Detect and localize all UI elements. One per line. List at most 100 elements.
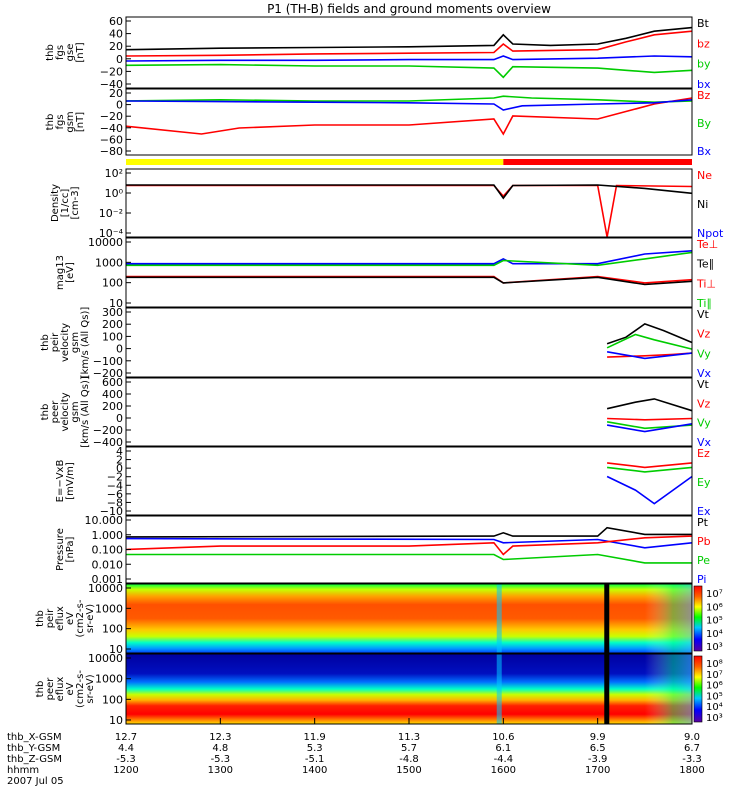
peer-velocity-legend-vz: Vz [697,397,711,410]
peer-velocity-ylabel: thb [40,404,51,421]
fgs-gse-ylabel: [nT] [75,42,86,62]
axis-row-value: 9.0 [684,732,700,743]
mode-bar-segment [126,159,504,165]
peir-spectrogram-tick-label: 100 [102,623,123,636]
efield-ylabel: [mV/m] [65,462,76,500]
peir-velocity-series-vy [606,333,693,350]
peir-velocity-ylabel: peir [50,332,61,352]
peer-velocity-legend-vy: Vy [697,417,711,430]
efield-tick-label: 4 [116,445,123,458]
fgs-gse-legend-bx: bx [697,78,711,91]
pressure-tick-label: 0.010 [92,558,124,571]
peer-spectrogram-colorbar-label: 10³ [706,713,723,724]
peir-velocity-legend-vx: Vx [697,367,712,380]
pressure-legend-pi: Pi [697,573,706,586]
peer-velocity-tick-label: −400 [93,436,123,449]
axis-row-value: 6.7 [684,743,700,754]
axis-row-value: 5.7 [401,743,417,754]
fgs-gsm-ylabel: thb [45,114,56,131]
axis-row-value: 11.9 [304,732,326,743]
pressure-legend-pb: Pb [697,535,711,548]
pressure-tick-label: 0.100 [92,544,124,557]
fgs-gse-tick-label: 40 [109,28,123,41]
axis-row-value: 4.8 [212,743,228,754]
fgs-gse-ylabel: gse [65,44,76,62]
temperature-legend-te∥: Te∥ [696,258,714,271]
fgs-gse-legend-bz: bz [697,37,710,50]
peir-velocity-tick-label: −200 [93,367,123,380]
peir-spectrogram-tick-label: 1000 [95,602,123,615]
peer-spectrogram-colorbar-label: 10⁷ [706,670,723,681]
fgs-gse-ylabel: thb [45,44,56,61]
efield-series-ey [607,466,693,473]
peir-spectrogram-colorbar-label: 10⁶ [706,602,723,613]
fgs-gse-frame [125,16,693,89]
peer-spectrogram-ylabel: (cm2-s- [75,670,86,708]
peer-spectrogram-colorbar-label: 10⁴ [706,702,723,713]
mode-bar-segment [503,159,692,165]
temperature-legend-te⊥: Te⊥ [696,238,718,251]
fgs-gsm-tick-label: −60 [100,133,123,146]
peer-velocity-frame [125,377,693,447]
temperature-series-te∥ [126,276,693,286]
temperature-frame [125,237,693,308]
peer-spectrogram-tick-label: 1000 [95,673,123,686]
efield-legend-ex: Ex [697,505,711,518]
fgs-gse-series-bz [125,30,693,57]
fgs-gse-tick-label: −40 [100,78,123,91]
fgs-gse-series-bx [125,55,693,62]
peer-spectrogram-tick-label: 100 [102,693,123,706]
efield-tick-label: −10 [100,505,123,518]
fgs-gsm-tick-label: −80 [100,145,123,158]
peer-velocity-ylabel: [km/s (All Qs)] [80,376,91,448]
axis-row-value: 1600 [491,765,516,776]
peir-spectrogram-ylabel: thb [35,610,46,627]
peir-velocity-series-vt [606,323,693,345]
efield-ylabel: E=−VxB [55,460,66,503]
density-legend-npot: Npot [697,227,724,240]
fgs-gsm-tick-label: 0 [116,99,123,112]
peir-spectrogram-ylabel: eflux [55,606,66,631]
axis-row-value: 10.6 [492,732,514,743]
fgs-gse-legend-by: by [697,58,711,71]
peir-spectrogram-colorbar [693,585,703,652]
efield-tick-label: −2 [107,471,123,484]
density-series-ni [126,184,693,200]
density-tick-label: 10⁻² [99,207,123,220]
fgs-gsm-tick-label: 20 [109,87,123,100]
temperature-tick-label: 100 [102,277,123,290]
chart-title: P1 (TH-B) fields and ground moments over… [267,2,551,16]
density-ylabel: Density [50,184,61,222]
peir-spectrogram-colorbar-label: 10⁴ [706,629,723,640]
peer-velocity-tick-label: 0 [116,412,123,425]
fgs-gsm-legend-bx: Bx [697,145,712,158]
axis-row-value: 1800 [679,765,704,776]
axis-row-value: 4.4 [118,743,134,754]
axis-row-value: -4.8 [399,754,419,765]
temperature-ylabel: mag13 [55,255,66,290]
fgs-gse-series-by [125,63,693,79]
peer-spectrogram-ylabel: eV [65,682,76,695]
date-label: 2007 Jul 05 [7,776,64,787]
efield-tick-label: 0 [116,462,123,475]
peir-spectrogram-ylabel: eV [65,612,76,625]
fgs-gsm-series-bx [125,99,693,111]
peir-velocity-tick-label: 0 [116,343,123,356]
peir-spectrogram-frame [125,583,693,654]
peer-spectrogram-colorbar-label: 10⁵ [706,691,723,702]
pressure-legend-pe: Pe [697,554,710,567]
axis-row-value: 12.7 [115,732,137,743]
efield-frame [125,446,693,516]
axis-row-value: -5.3 [116,754,136,765]
peir-velocity-ylabel: velocity [60,323,71,362]
density-frame [125,168,693,238]
peer-spectrogram-tick-label: 10000 [88,652,123,665]
peer-spectrogram-colorbar-label: 10⁶ [706,681,723,692]
peer-spectrogram-ylabel: thb [35,681,46,698]
density-legend-ni: Ni [697,198,708,211]
fgs-gsm-legend-bz: Bz [697,89,711,102]
peir-velocity-ylabel: gsm [70,332,81,353]
peir-spectrogram-tick-label: 10 [109,643,123,656]
pressure-series-pb [125,535,693,556]
